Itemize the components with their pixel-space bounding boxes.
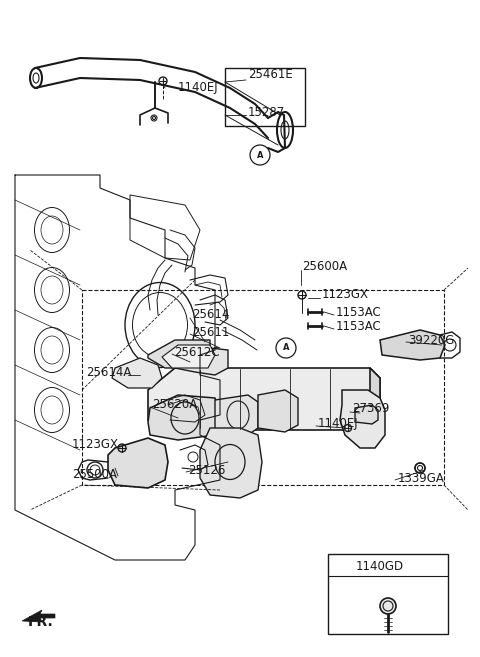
Polygon shape <box>258 390 298 432</box>
Text: FR.: FR. <box>28 615 54 629</box>
Circle shape <box>276 338 296 358</box>
Text: 1123GX: 1123GX <box>322 288 369 302</box>
Text: 15287: 15287 <box>248 106 285 118</box>
Bar <box>328 554 448 634</box>
Text: 25614: 25614 <box>192 309 229 321</box>
Text: 1153AC: 1153AC <box>336 306 382 319</box>
Polygon shape <box>22 610 55 622</box>
Polygon shape <box>200 428 262 498</box>
Text: 25461E: 25461E <box>248 68 293 81</box>
Polygon shape <box>162 345 215 368</box>
Circle shape <box>250 145 270 165</box>
Text: 1123GX: 1123GX <box>72 438 119 451</box>
Text: 39220G: 39220G <box>408 334 455 346</box>
Text: 1140EJ: 1140EJ <box>318 417 359 430</box>
Circle shape <box>415 463 425 473</box>
Text: 25126: 25126 <box>188 463 226 476</box>
Text: 1339GA: 1339GA <box>398 472 445 484</box>
Bar <box>225 68 305 126</box>
Polygon shape <box>380 330 445 360</box>
Circle shape <box>380 598 396 614</box>
Bar <box>82 290 444 485</box>
Polygon shape <box>215 395 258 435</box>
Text: 1140EJ: 1140EJ <box>178 81 218 95</box>
Text: 27369: 27369 <box>352 401 389 415</box>
Polygon shape <box>108 438 168 488</box>
Text: 1140GD: 1140GD <box>356 560 404 574</box>
Text: 25614A: 25614A <box>86 367 132 380</box>
Polygon shape <box>370 368 380 430</box>
Text: 1153AC: 1153AC <box>336 319 382 332</box>
Polygon shape <box>175 348 228 375</box>
Polygon shape <box>112 358 162 388</box>
Text: 25600A: 25600A <box>302 260 347 273</box>
Text: A: A <box>257 150 263 160</box>
Polygon shape <box>355 405 378 424</box>
Text: 25620A: 25620A <box>152 399 197 411</box>
Polygon shape <box>148 395 220 440</box>
Text: 25500A: 25500A <box>72 468 117 480</box>
Polygon shape <box>148 340 210 368</box>
Text: A: A <box>283 344 289 353</box>
Polygon shape <box>340 390 385 448</box>
Text: 25612C: 25612C <box>174 346 220 359</box>
Text: 25611: 25611 <box>192 325 229 338</box>
Polygon shape <box>148 368 380 430</box>
